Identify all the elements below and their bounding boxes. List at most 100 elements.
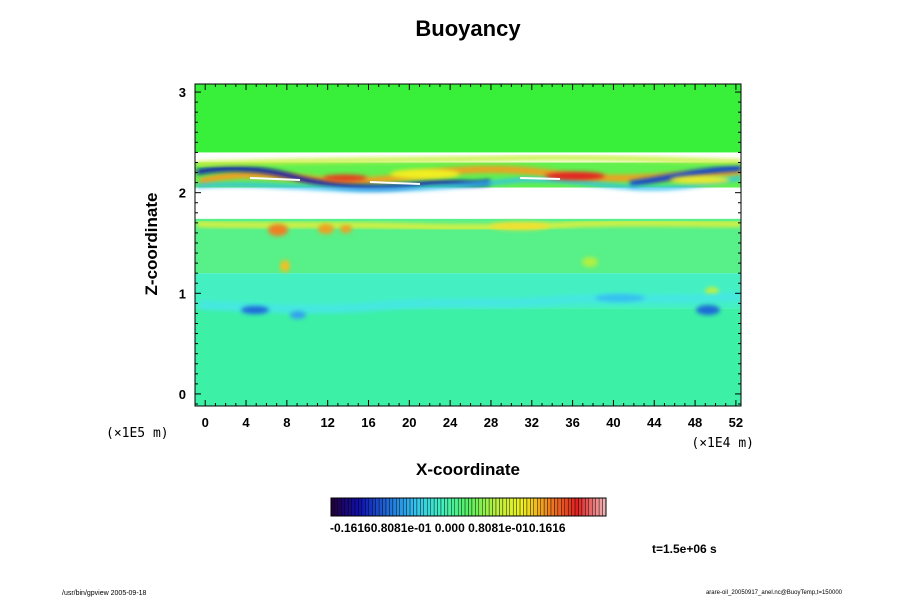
plot-frame bbox=[194, 83, 742, 407]
colorbar-cell bbox=[516, 497, 521, 517]
x-tick-label: 52 bbox=[729, 415, 743, 430]
colorbar-cell bbox=[454, 497, 459, 517]
chart-title: Buoyancy bbox=[415, 16, 521, 41]
colorbar-cell bbox=[509, 497, 514, 517]
colorbar-cell bbox=[457, 497, 462, 517]
colorbar-cell bbox=[468, 497, 473, 517]
colorbar-cell bbox=[495, 497, 500, 517]
colorbar bbox=[330, 497, 607, 517]
colorbar-cell bbox=[574, 497, 579, 517]
interface-cyan-streak bbox=[196, 176, 741, 193]
colorbar-cell bbox=[413, 497, 418, 517]
colorbar-cell bbox=[334, 497, 339, 517]
x-tick-label: 20 bbox=[402, 415, 416, 430]
colorbar-cell bbox=[557, 497, 562, 517]
colorbar-cell bbox=[392, 497, 397, 517]
warm-blob bbox=[340, 225, 352, 233]
colorbar-cell bbox=[378, 497, 383, 517]
colorbar-cell bbox=[499, 497, 504, 517]
footer-right: arare-oil_20050917_anel.nc@BuoyTemp,t=15… bbox=[705, 590, 842, 596]
colorbar-cell bbox=[564, 497, 569, 517]
colorbar-cell bbox=[578, 497, 583, 517]
cool-blob bbox=[290, 311, 306, 319]
warm-blob bbox=[280, 260, 290, 272]
y-tick-label: 1 bbox=[179, 286, 186, 301]
colorbar-cell bbox=[523, 497, 528, 517]
colorbar-cell bbox=[540, 497, 545, 517]
cool-blob bbox=[241, 306, 269, 314]
time-label: t=1.5e+06 s bbox=[652, 542, 717, 556]
x-tick-label: 12 bbox=[320, 415, 334, 430]
colorbar-cell bbox=[382, 497, 387, 517]
colorbar-cell bbox=[519, 497, 524, 517]
colorbar-cell bbox=[471, 497, 476, 517]
colorbar-cell bbox=[592, 497, 596, 517]
colorbar-cell bbox=[567, 497, 572, 517]
colorbar-cell bbox=[602, 497, 607, 517]
x-tick-label: 40 bbox=[606, 415, 620, 430]
y-tick-label: 2 bbox=[179, 186, 186, 201]
colorbar-tick-labels: -0.16160.8081e-01 0.000 0.8081e-010.1616 bbox=[330, 521, 566, 535]
colorbar-cell bbox=[492, 497, 497, 517]
colorbar-cell bbox=[416, 497, 421, 517]
colorbar-cell bbox=[595, 497, 600, 517]
interface-blue-streak-right bbox=[629, 165, 741, 187]
interface-red-blob bbox=[323, 174, 367, 182]
colorbar-cell bbox=[554, 497, 559, 517]
colorbar-cell bbox=[461, 497, 466, 517]
colorbar-cell bbox=[547, 497, 552, 517]
colorbar-cell bbox=[585, 497, 590, 517]
colorbar-cell bbox=[341, 497, 345, 517]
x-tick-label: 4 bbox=[242, 415, 250, 430]
colorbar-cell bbox=[437, 497, 442, 517]
x-tick-label: 24 bbox=[443, 415, 458, 430]
colorbar-cell bbox=[406, 497, 411, 517]
colorbar-cell bbox=[530, 497, 535, 517]
warm-blob bbox=[582, 257, 598, 267]
x-axis-label: X-coordinate bbox=[416, 460, 520, 479]
colorbar-cell bbox=[389, 497, 394, 517]
colorbar-frame bbox=[330, 497, 607, 517]
x-tick-label: 16 bbox=[361, 415, 375, 430]
y-ticks: 0 1 2 3 bbox=[179, 85, 741, 405]
colorbar-cell bbox=[402, 497, 407, 517]
cool-band bbox=[199, 291, 741, 314]
colorbar-cell bbox=[354, 497, 359, 517]
colorbar-cell bbox=[464, 497, 469, 517]
colorbar-cell bbox=[430, 497, 435, 517]
colorbar-cell bbox=[526, 497, 531, 517]
x-tick-label: 0 bbox=[202, 415, 209, 430]
warm-blob bbox=[318, 224, 334, 234]
field-band bbox=[195, 187, 741, 219]
field-band bbox=[195, 84, 741, 153]
colorbar-cell bbox=[365, 497, 370, 517]
colorbar-cell bbox=[482, 497, 486, 517]
colorbar-cell bbox=[447, 497, 452, 517]
interface-yellow-blob bbox=[390, 169, 460, 179]
colorbar-cell bbox=[533, 497, 538, 517]
colorbar-cell bbox=[506, 497, 510, 517]
colorbar-cell bbox=[358, 497, 363, 517]
colorbar-cell bbox=[485, 497, 490, 517]
colorbar-cell bbox=[330, 497, 335, 517]
feature-layer bbox=[196, 155, 741, 319]
colorbar-cell bbox=[375, 497, 380, 517]
interface-yellow-blob bbox=[670, 176, 730, 184]
colorbar-cell bbox=[368, 497, 373, 517]
colorbar-cell bbox=[581, 497, 586, 517]
colorbar-cell bbox=[347, 497, 352, 517]
colorbar-cell bbox=[420, 497, 425, 517]
colorbar-cell bbox=[502, 497, 507, 517]
x-tick-label: 28 bbox=[484, 415, 498, 430]
colorbar-cell bbox=[561, 497, 565, 517]
warm-blob bbox=[268, 224, 288, 236]
colorbar-cell bbox=[475, 497, 480, 517]
field-layer bbox=[195, 84, 741, 406]
colorbar-cell bbox=[478, 497, 483, 517]
field-band bbox=[195, 308, 741, 406]
colorbar-cell bbox=[537, 497, 541, 517]
colorbar-cell bbox=[451, 497, 455, 517]
interface-yellow-band bbox=[196, 155, 741, 167]
x-tick-label: 8 bbox=[283, 415, 290, 430]
colorbar-cell bbox=[396, 497, 400, 517]
